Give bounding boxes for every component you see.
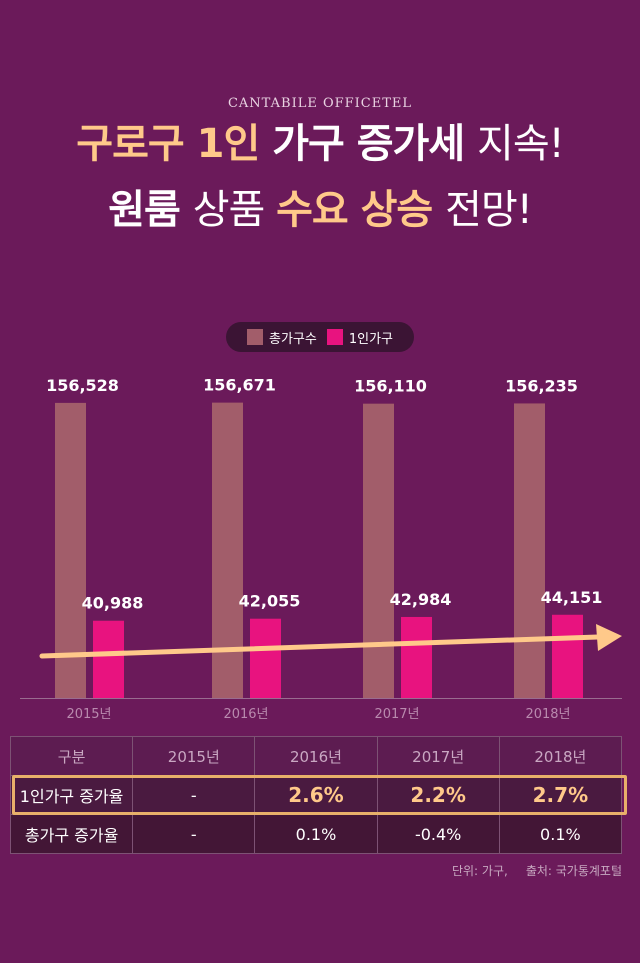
table-row-total-growth: 총가구 증가율 - 0.1% -0.4% 0.1% — [9, 814, 623, 854]
headline-line-1: 구로구 1인 가구 증가세 지속! — [0, 124, 640, 164]
headline-line-2-segment: 수요 상승 — [276, 187, 446, 233]
legend-label-single: 1인가구 — [348, 331, 393, 347]
trend-arrow-shaft — [39, 634, 601, 659]
table-cell: - — [132, 814, 256, 854]
data-label: 156,110 — [354, 377, 427, 396]
bar-chart: 156,528 156,671 156,110 156,235 40,988 42,055… — [20, 376, 622, 722]
data-label: 40,988 — [82, 594, 144, 613]
table-cell: - — [132, 775, 256, 815]
table-header-row: 구분 2015년 2016년 2017년 2018년 — [9, 736, 623, 776]
bar-total — [363, 403, 394, 698]
data-label: 42,984 — [390, 590, 452, 609]
legend-label-total: 총가구수 — [269, 331, 317, 347]
data-label: 42,055 — [239, 592, 301, 611]
bar-single — [401, 616, 432, 698]
legend-item-single: 1인가구 — [326, 328, 393, 347]
headline-line-2: 원룸 상품 수요 상승 전망! — [0, 190, 640, 230]
table-row-single-growth: 1인가구 증가율 - 2.6% 2.2% 2.7% — [9, 775, 623, 815]
bar-single — [250, 618, 281, 698]
headline-line-1-segment: 가구 증가세 — [272, 121, 478, 167]
table-cell: 2.6% — [254, 775, 378, 815]
x-tick-label: 2015년 — [66, 707, 111, 722]
bar-total — [212, 402, 243, 698]
table-cell: 0.1% — [498, 814, 623, 854]
brand-name: CANTABILE OFFICETEL — [227, 96, 413, 111]
headline-line-2-segment: 전망! — [445, 187, 533, 233]
x-tick-label: 2018년 — [525, 707, 570, 722]
headline-line-1-segment: 지속! — [477, 121, 565, 167]
table-cell: 2.2% — [376, 775, 500, 815]
table-header-cell: 2016년 — [254, 736, 378, 776]
x-tick-label: 2017년 — [374, 707, 419, 722]
legend-swatch-total — [247, 329, 263, 345]
headline-line-2-segment: 원룸 — [108, 187, 193, 233]
growth-rate-table: 구분 2015년 2016년 2017년 2018년 1인가구 증가율 - 2.… — [9, 736, 623, 854]
table-cell: -0.4% — [376, 814, 500, 854]
data-label: 44,151 — [541, 588, 603, 607]
source-origin: 출처: 국가통계포털 — [525, 864, 622, 878]
data-label: 156,671 — [203, 376, 276, 395]
table-cell: 2.7% — [498, 775, 623, 815]
data-label: 156,235 — [505, 376, 578, 395]
table-header-cell: 구분 — [9, 736, 134, 776]
trend-arrow-head — [596, 624, 622, 651]
unit-note: 단위: 가구, — [451, 864, 508, 878]
bar-total — [514, 403, 545, 698]
data-label: 156,528 — [46, 376, 119, 395]
bar-single — [93, 620, 124, 698]
table-header-cell: 2018년 — [498, 736, 623, 776]
legend-swatch-single — [326, 329, 343, 345]
bar-total — [55, 402, 86, 698]
chart-legend: 총가구수 1인가구 — [226, 322, 414, 352]
table-row-label: 총가구 증가율 — [9, 814, 134, 854]
legend-item-total: 총가구수 — [247, 328, 317, 347]
source-note: 단위: 가구, 출처: 국가통계포털 — [452, 862, 622, 879]
x-tick-label: 2016년 — [223, 707, 268, 722]
headline-line-2-segment: 상품 — [192, 187, 277, 233]
table-cell: 0.1% — [254, 814, 378, 854]
bar-single — [552, 614, 583, 698]
table-row-label: 1인가구 증가율 — [9, 775, 134, 815]
headline-line-1-segment: 구로구 1인 — [76, 121, 273, 167]
table-header-cell: 2015년 — [132, 736, 256, 776]
table-header-cell: 2017년 — [376, 736, 500, 776]
